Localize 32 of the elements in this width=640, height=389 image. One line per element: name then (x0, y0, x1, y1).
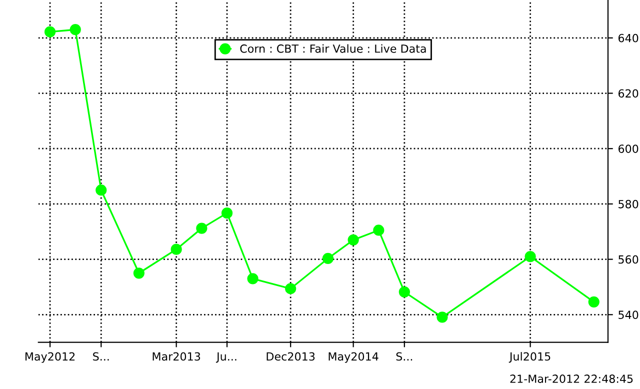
y-tick-label: 640 (618, 34, 638, 42)
y-tick-label: 580 (618, 200, 638, 208)
point (221, 208, 233, 219)
point (196, 222, 208, 234)
x-tick-label: Ju... (216, 352, 236, 363)
point (436, 312, 448, 323)
point (96, 184, 107, 196)
x-tick-label: Dec2013 (266, 352, 315, 361)
point (285, 283, 296, 294)
point (398, 286, 410, 298)
point (247, 273, 258, 284)
x-tick-label: May2012 (26, 352, 75, 363)
point (588, 296, 600, 308)
x-tick-label: Mar2013 (152, 352, 200, 361)
x-tick-label: Jul2015 (508, 352, 550, 363)
point (133, 268, 144, 279)
x-tick-label: S... (93, 352, 109, 361)
y-tick-label: 600 (618, 144, 638, 153)
y-tick-label: 620 (618, 89, 638, 98)
point (70, 24, 81, 36)
x-tick-label: S... (396, 352, 412, 361)
point (524, 250, 536, 262)
point (348, 234, 359, 246)
legend-label: Corn : CBT : Fair Value : Live Data (240, 44, 426, 53)
point (373, 224, 384, 236)
y-tick-label: 560 (618, 255, 638, 264)
text: 21-Mar-2012 22:48:45 (510, 374, 633, 383)
point (170, 244, 182, 255)
x-tick-label: May2014 (328, 352, 378, 363)
point (322, 252, 334, 264)
point (44, 26, 56, 38)
y-tick-label: 540 (618, 310, 638, 320)
